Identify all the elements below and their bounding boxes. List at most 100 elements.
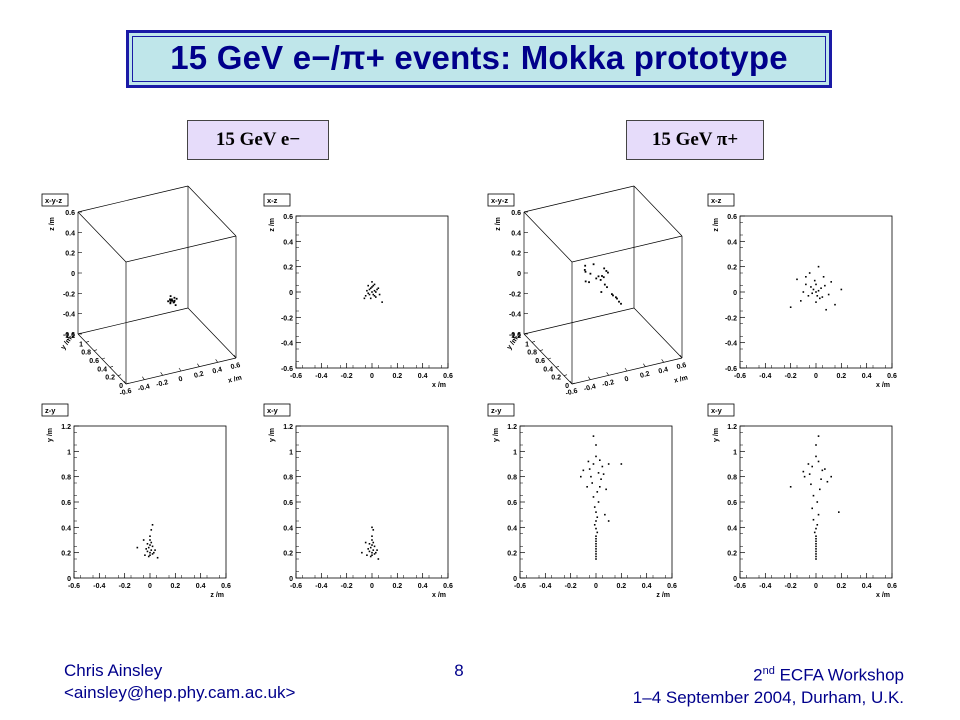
hit-point bbox=[371, 554, 373, 556]
x-tick-label: 0 bbox=[624, 376, 630, 384]
workshop-ordinal: nd bbox=[762, 665, 775, 677]
x-tick-label: -0.6 bbox=[290, 583, 302, 590]
hit-point bbox=[366, 289, 368, 292]
z-tick-label: -0.6 bbox=[509, 332, 521, 339]
cube-edge bbox=[523, 211, 573, 263]
hit-point bbox=[156, 556, 159, 559]
x-tick-label: -0.4 bbox=[583, 383, 597, 393]
hit-point bbox=[815, 553, 817, 555]
hit-point bbox=[595, 550, 597, 553]
y-tick bbox=[523, 332, 528, 335]
panel-title-box bbox=[41, 403, 69, 417]
x-tick-label: 0.2 bbox=[392, 583, 402, 590]
hit-point bbox=[169, 302, 172, 305]
hit-point bbox=[596, 531, 599, 534]
hit-point bbox=[811, 292, 813, 295]
x-tick-label: -0.6 bbox=[734, 373, 746, 380]
y-tick-label: -0.4 bbox=[725, 341, 737, 348]
cube-edge bbox=[187, 307, 237, 359]
hit-point bbox=[817, 460, 820, 463]
y-tick bbox=[93, 349, 98, 351]
x-tick-label: 0.4 bbox=[862, 373, 872, 380]
cube-edge bbox=[523, 185, 635, 213]
hit-point bbox=[584, 280, 587, 283]
y-tick-label: 1 bbox=[79, 341, 83, 348]
hit-point bbox=[612, 294, 614, 297]
hit-point bbox=[789, 306, 792, 308]
y-tick-label: 0.4 bbox=[507, 525, 517, 532]
x-axis-label: x /m bbox=[432, 592, 446, 599]
z-tick-label: 0.4 bbox=[511, 230, 521, 237]
hit-point bbox=[830, 475, 832, 478]
x-tick bbox=[197, 363, 200, 367]
hit-point bbox=[364, 541, 367, 544]
hit-point bbox=[368, 293, 371, 296]
y-tick-label: 0.6 bbox=[507, 500, 517, 507]
hit-point bbox=[373, 289, 376, 292]
hit-point bbox=[604, 513, 606, 516]
hit-point bbox=[369, 287, 372, 289]
hit-point bbox=[600, 291, 603, 293]
hit-point bbox=[593, 506, 596, 508]
x-tick-label: 0.2 bbox=[616, 583, 626, 590]
x-tick-label: -0.4 bbox=[93, 583, 105, 590]
z-tick-label: 0.4 bbox=[65, 230, 75, 237]
x-tick-label: 0.6 bbox=[443, 373, 453, 380]
hit-point bbox=[815, 527, 817, 530]
x-tick-label: -0.6 bbox=[119, 388, 133, 398]
hit-point bbox=[803, 475, 806, 478]
y-tick-label: 0.2 bbox=[551, 375, 561, 382]
hit-point bbox=[596, 491, 599, 493]
x-axis-label: z /m bbox=[656, 592, 670, 599]
hit-point bbox=[588, 281, 590, 284]
hit-point bbox=[618, 300, 620, 303]
hit-point bbox=[824, 284, 826, 287]
x-tick bbox=[569, 380, 573, 385]
footer-email[interactable]: <ainsley@hep.phy.cam.ac.uk> bbox=[64, 683, 296, 702]
y-tick-label: 1 bbox=[733, 449, 737, 456]
y-tick-label: 0 bbox=[119, 383, 123, 390]
hit-point bbox=[172, 301, 175, 304]
x-tick-label: 0.4 bbox=[862, 583, 872, 590]
hit-point bbox=[603, 283, 606, 286]
x-tick-label: 0 bbox=[814, 583, 818, 590]
hit-point bbox=[592, 435, 595, 437]
panel-title: z-y bbox=[491, 406, 502, 415]
hit-point bbox=[816, 295, 819, 297]
hit-point bbox=[149, 535, 151, 537]
panel-title: x-y-z bbox=[45, 196, 62, 205]
x-tick-label: 0.6 bbox=[230, 362, 241, 371]
hit-point bbox=[812, 494, 815, 497]
x-tick-label: -0.4 bbox=[759, 583, 771, 590]
hit-point bbox=[812, 288, 815, 291]
y-tick-label: 0.6 bbox=[535, 358, 545, 365]
hit-point bbox=[173, 296, 176, 299]
hit-point bbox=[366, 554, 368, 556]
x-tick-label: -0.6 bbox=[514, 583, 526, 590]
x-tick-label: 0.4 bbox=[418, 583, 428, 590]
y-tick-label: 1 bbox=[525, 341, 529, 348]
x-axis-label: z /m bbox=[210, 592, 224, 599]
hit-point bbox=[595, 540, 597, 543]
hit-point bbox=[369, 546, 372, 549]
panel-title: x-y bbox=[267, 406, 279, 415]
hit-point bbox=[821, 469, 824, 472]
panel-title: z-y bbox=[45, 406, 56, 415]
z-tick-label: -0.2 bbox=[63, 291, 75, 298]
cube-edge bbox=[571, 235, 683, 263]
hit-point bbox=[169, 295, 172, 298]
hit-point bbox=[601, 465, 604, 468]
z-tick-label: 0 bbox=[517, 271, 521, 278]
hit-point bbox=[175, 297, 178, 300]
hit-point bbox=[150, 549, 153, 551]
hit-point bbox=[599, 459, 601, 461]
y-tick bbox=[125, 382, 130, 385]
hit-point bbox=[812, 518, 815, 521]
hit-point bbox=[368, 543, 371, 545]
hit-point bbox=[376, 549, 378, 551]
hit-point bbox=[815, 455, 817, 458]
hit-point bbox=[373, 295, 376, 297]
hit-point bbox=[595, 537, 597, 540]
hit-point bbox=[371, 535, 373, 537]
x-tick-label: 0.6 bbox=[443, 583, 453, 590]
